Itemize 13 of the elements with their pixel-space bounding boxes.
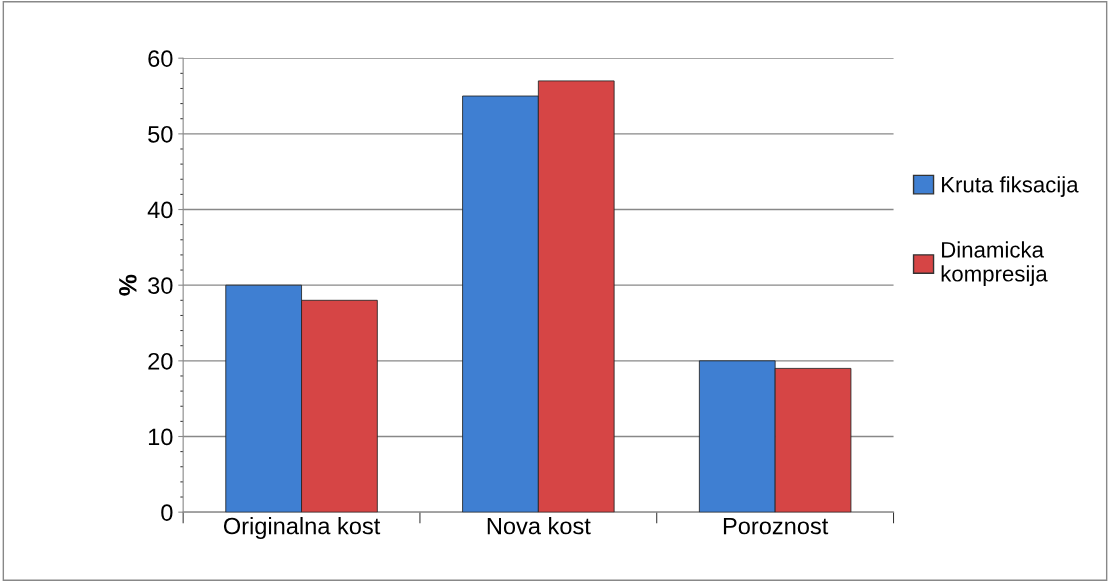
y-tick-label: 10 xyxy=(148,428,173,446)
x-tick-label: Poroznost xyxy=(723,517,829,535)
y-tick-label: 30 xyxy=(148,277,173,294)
legend-label: Dinamicka kompresija xyxy=(941,241,1048,286)
legend-label: Kruta fiksacija xyxy=(942,176,1079,197)
y-tick-label: 0 xyxy=(161,504,173,521)
y-tick-label: 50 xyxy=(148,125,173,143)
y-tick-label: 20 xyxy=(148,352,173,370)
y-axis-title: % xyxy=(119,274,137,296)
y-tick-label: 60 xyxy=(148,50,173,67)
x-tick-label: Nova kost xyxy=(487,517,591,535)
y-tick-label: 40 xyxy=(147,201,173,219)
x-tick-label: Originalna kost xyxy=(223,517,381,540)
